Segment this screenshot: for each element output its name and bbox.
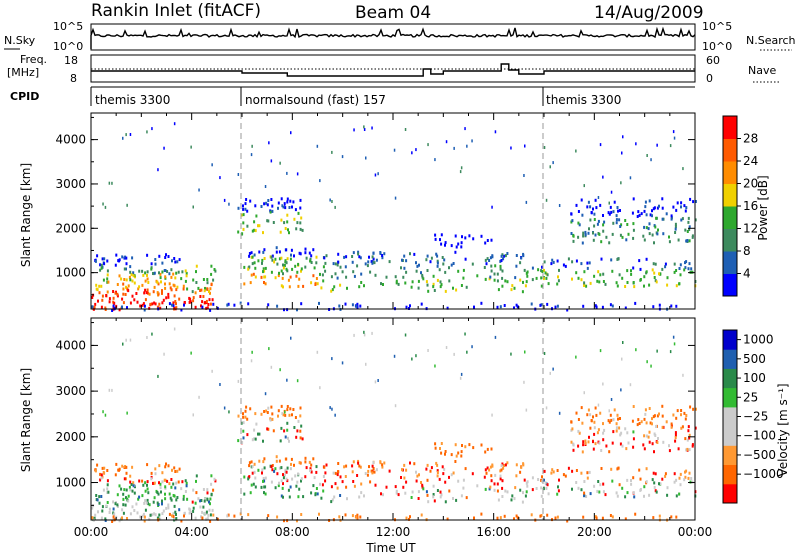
colorbar-swatch — [723, 273, 737, 297]
ytick-label: 4000 — [55, 338, 86, 352]
ytick-label: 1000 — [55, 266, 86, 280]
time-tick-label: 00:00 — [74, 525, 109, 539]
noise-right-label: N.Search — [746, 34, 796, 47]
colorbar-swatch — [723, 368, 737, 389]
ytick-label: 1000 — [55, 476, 86, 490]
colorbar-tick-label: 500 — [743, 352, 766, 366]
power-ylabel: Slant Range [km] — [19, 163, 33, 267]
colorbar-swatch — [723, 183, 737, 207]
colorbar-swatch — [723, 116, 737, 139]
colorbar-swatch — [723, 483, 737, 504]
velocity-ylabel: Slant Range [km] — [19, 368, 33, 472]
power-panel: 1000 2000 3000 4000 Slant Range [km] 4 8 12 16… — [19, 112, 770, 312]
cpid-segment-2: normalsound (fast) 157 — [245, 93, 386, 107]
noise-left-tick-bottom: 10^0 — [53, 40, 83, 53]
velocity-colorbar: 1000 500 100 25 −25 −100 −500 −1000 — [722, 329, 784, 504]
colorbar-swatch — [723, 406, 737, 427]
freq-panel: Freq. [MHz] 18 8 60 0 Nave — [7, 53, 781, 85]
time-axis-label: Time UT — [365, 541, 416, 554]
ytick-label: 3000 — [55, 177, 86, 191]
freq-right-tick-top: 60 — [706, 54, 720, 67]
velocity-colorbar-label: Velocity [m s⁻¹] — [776, 383, 790, 476]
freq-right-tick-bottom: 0 — [706, 72, 713, 85]
colorbar-tick-label: 20 — [743, 177, 758, 191]
colorbar-tick-label: 16 — [743, 199, 758, 213]
power-colorbar-label: Power [dB] — [756, 175, 770, 240]
colorbar-tick-label: −500 — [743, 448, 776, 462]
noise-panel: N.Sky 10^5 10^0 10^5 10^0 N.Search — [4, 20, 796, 53]
time-tick-label: 12:00 — [376, 525, 411, 539]
cpid-panel: CPID themis 3300 normalsound (fast) 157 … — [10, 86, 695, 107]
noise-sky-trace — [90, 26, 696, 49]
velocity-panel: 1000 2000 3000 4000 Slant Range [km] 1000 50… — [19, 317, 790, 523]
colorbar-swatch — [723, 426, 737, 446]
noise-left-label: N.Sky — [4, 34, 36, 47]
time-tick-label: 20:00 — [577, 525, 612, 539]
beam-title: Beam 04 — [355, 3, 431, 23]
colorbar-swatch — [723, 330, 737, 350]
colorbar-swatch — [723, 387, 737, 408]
colorbar-swatch — [723, 228, 737, 252]
freq-label-1: Freq. — [20, 53, 47, 66]
noise-right-tick-top: 10^5 — [702, 20, 732, 33]
cpid-segment-3: themis 3300 — [546, 93, 621, 107]
power-colorbar: 4 8 12 16 20 24 28 — [722, 115, 758, 297]
colorbar-swatch — [723, 349, 737, 369]
colorbar-tick-label: −1000 — [743, 467, 784, 481]
station-title: Rankin Inlet (fitACF) — [91, 1, 261, 21]
ytick-label: 4000 — [55, 133, 86, 147]
ytick-label: 3000 — [55, 384, 86, 398]
colorbar-tick-label: 24 — [743, 154, 758, 168]
date-title: 14/Aug/2009 — [594, 3, 704, 23]
freq-trace — [91, 63, 695, 77]
freq-label-2: [MHz] — [7, 66, 39, 79]
power-heatmap — [91, 122, 697, 312]
ytick-label: 2000 — [55, 430, 86, 444]
colorbar-swatch — [723, 138, 737, 162]
colorbar-swatch — [723, 464, 737, 485]
colorbar-tick-label: −100 — [743, 429, 776, 443]
freq-left-tick-bottom: 8 — [70, 72, 77, 85]
colorbar-tick-label: 8 — [743, 244, 751, 258]
time-tick-label: 16:00 — [476, 525, 511, 539]
colorbar-tick-label: 4 — [743, 267, 751, 281]
colorbar-swatch — [723, 445, 737, 465]
velocity-heatmap — [91, 327, 697, 523]
noise-right-tick-bottom: 10^0 — [702, 40, 732, 53]
colorbar-tick-label: 28 — [743, 132, 758, 146]
time-tick-label: 08:00 — [275, 525, 310, 539]
cpid-segment-1: themis 3300 — [95, 93, 170, 107]
colorbar-tick-label: 1000 — [743, 333, 774, 347]
cpid-label: CPID — [10, 90, 39, 103]
colorbar-swatch — [723, 161, 737, 184]
time-tick-label: 04:00 — [174, 525, 209, 539]
colorbar-tick-label: 25 — [743, 390, 758, 404]
noise-left-tick-top: 10^5 — [53, 20, 83, 33]
time-tick-label: 00:00 — [678, 525, 713, 539]
time-axis-labels: 00:00 04:00 08:00 12:00 16:00 20:00 00:00 — [74, 525, 713, 539]
colorbar-tick-label: −25 — [743, 410, 768, 424]
colorbar-tick-label: 12 — [743, 222, 758, 236]
colorbar-swatch — [723, 251, 737, 274]
nave-label: Nave — [748, 64, 776, 77]
freq-left-tick-top: 18 — [64, 54, 78, 67]
ytick-label: 2000 — [55, 221, 86, 235]
colorbar-swatch — [723, 206, 737, 229]
colorbar-tick-label: 100 — [743, 371, 766, 385]
